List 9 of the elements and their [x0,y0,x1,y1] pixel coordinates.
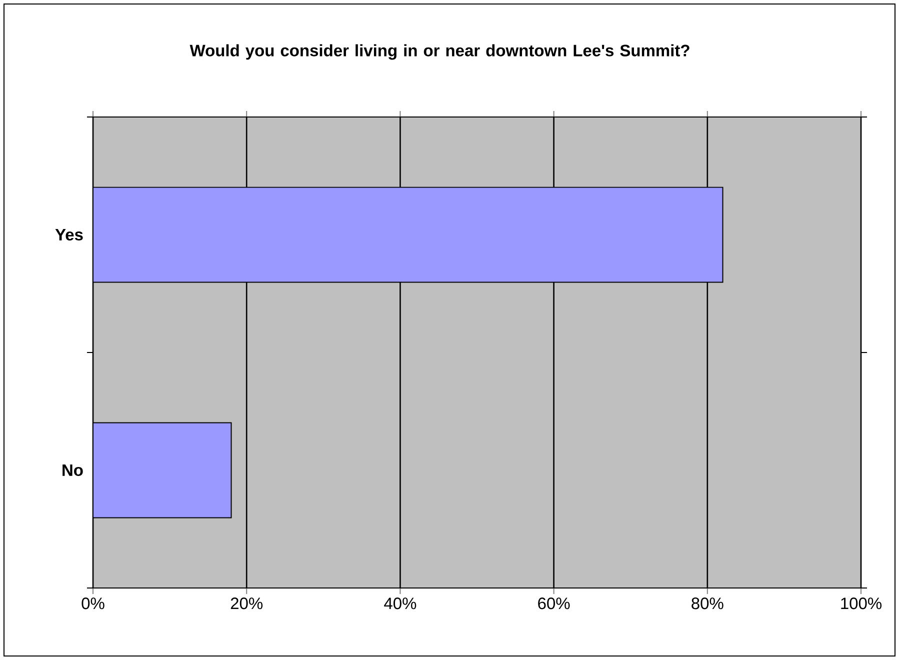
x-tick-label: 40% [384,598,416,610]
x-tick-label: 80% [692,598,724,610]
x-tick-label: 20% [230,598,263,610]
y-tick-label: No [62,464,83,476]
x-tick-label: 0% [82,598,104,610]
x-tick-label: 60% [538,598,570,610]
y-tick-label: Yes [55,228,83,240]
x-tick-label: 100% [841,598,882,610]
chart-title: Would you consider living in or near downtown Lee's Summit? [190,44,690,60]
